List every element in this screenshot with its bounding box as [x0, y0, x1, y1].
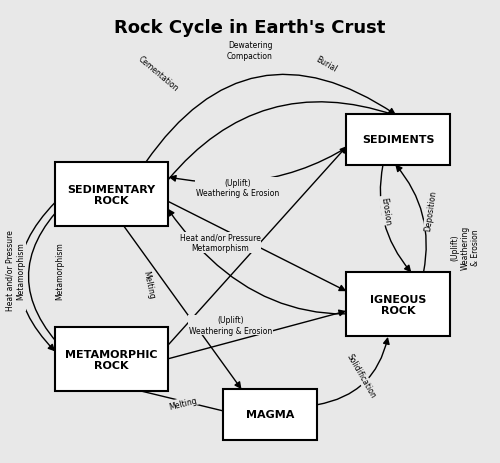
- Text: (Uplift)
Weathering
& Erosion: (Uplift) Weathering & Erosion: [450, 225, 480, 269]
- Text: METAMORPHIC
ROCK: METAMORPHIC ROCK: [66, 349, 158, 370]
- Text: Deposition: Deposition: [423, 190, 438, 232]
- Text: Heat and/or Pressure
Metamorphism: Heat and/or Pressure Metamorphism: [180, 233, 261, 253]
- Text: Cementation: Cementation: [136, 54, 180, 93]
- Text: Dewatering
Compaction: Dewatering Compaction: [227, 41, 273, 61]
- Text: MAGMA: MAGMA: [246, 409, 294, 419]
- Text: Metamorphism: Metamorphism: [55, 242, 64, 299]
- Text: (Uplift)
Weathering & Erosion: (Uplift) Weathering & Erosion: [188, 316, 272, 335]
- Text: (Uplift)
Weathering & Erosion: (Uplift) Weathering & Erosion: [196, 178, 280, 198]
- Text: SEDIMENTS: SEDIMENTS: [362, 135, 434, 145]
- FancyBboxPatch shape: [223, 389, 317, 440]
- Text: SEDIMENTARY
ROCK: SEDIMENTARY ROCK: [68, 184, 156, 206]
- FancyBboxPatch shape: [54, 327, 168, 392]
- FancyBboxPatch shape: [346, 115, 451, 165]
- Text: Melting: Melting: [168, 395, 198, 411]
- Text: Solidification: Solidification: [345, 352, 378, 400]
- Text: Heat and/or Pressure
Metamorphism: Heat and/or Pressure Metamorphism: [6, 230, 25, 311]
- Text: Burial: Burial: [314, 55, 338, 74]
- FancyBboxPatch shape: [54, 163, 168, 227]
- Text: Melting: Melting: [142, 269, 156, 299]
- Text: Erosion: Erosion: [380, 196, 392, 225]
- Text: Rock Cycle in Earth's Crust: Rock Cycle in Earth's Crust: [114, 19, 386, 37]
- Text: IGNEOUS
ROCK: IGNEOUS ROCK: [370, 294, 426, 315]
- FancyBboxPatch shape: [346, 273, 451, 337]
